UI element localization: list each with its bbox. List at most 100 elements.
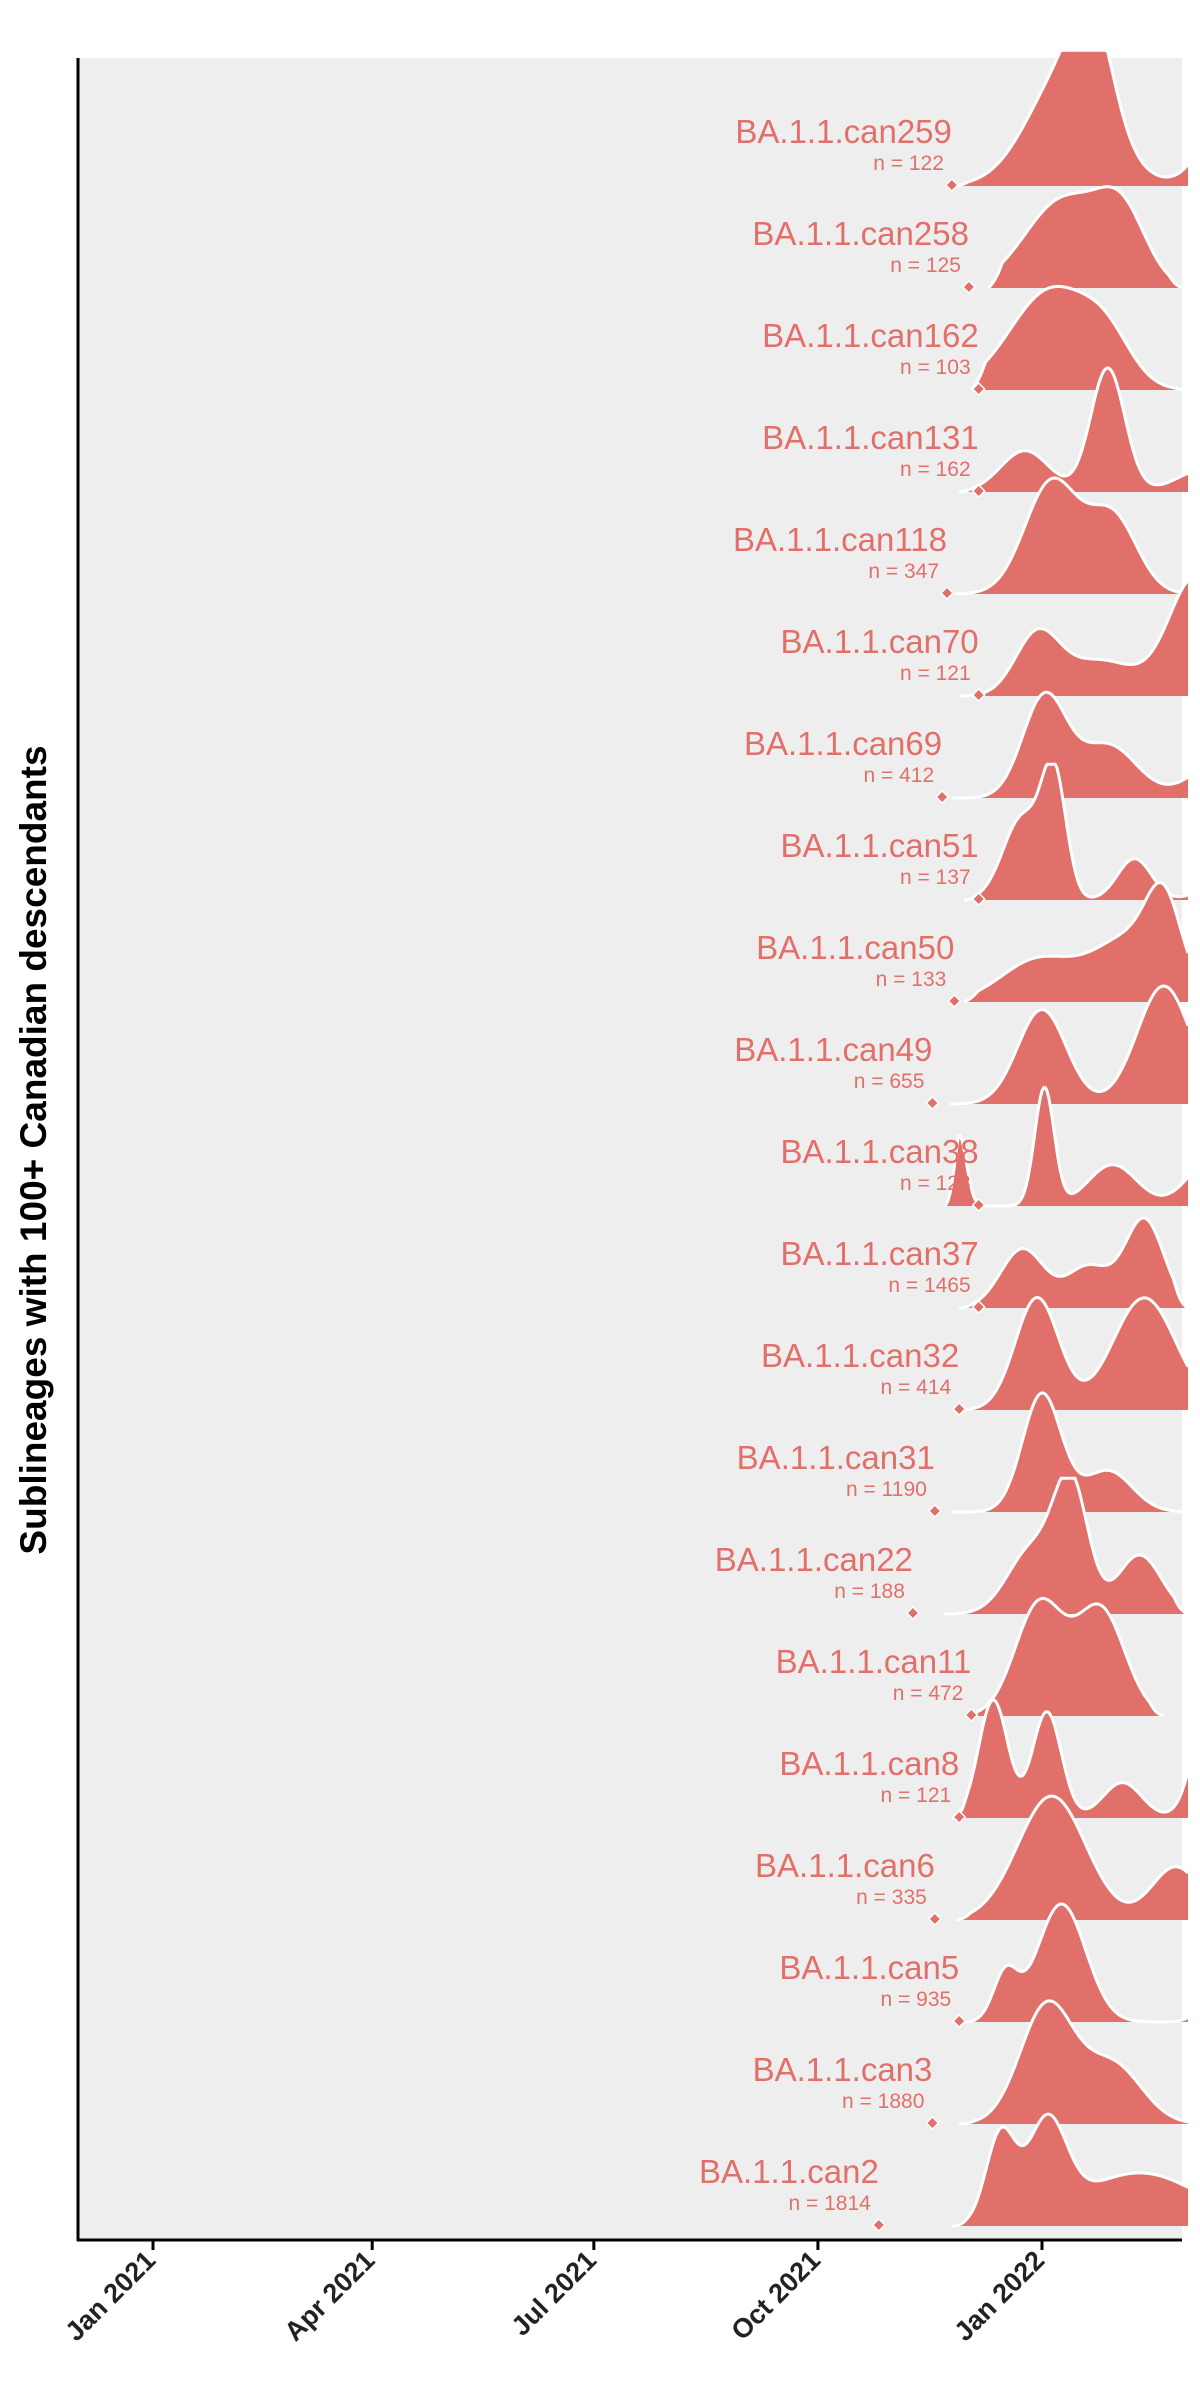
series-count-BA.1.1.can259: n = 122 bbox=[873, 152, 944, 175]
series-count-BA.1.1.can131: n = 162 bbox=[900, 458, 971, 481]
ridge-outline-BA.1.1.can49 bbox=[949, 984, 1190, 1106]
ridge-outline-BA.1.1.can259 bbox=[954, 48, 1190, 188]
ridge-outline-BA.1.1.can3 bbox=[959, 1999, 1189, 2126]
series-label-BA.1.1.can50: BA.1.1.can50 bbox=[756, 929, 954, 966]
ridge-outline-BA.1.1.can22 bbox=[944, 1476, 1189, 1616]
ridge-outline-BA.1.1.can5 bbox=[961, 1902, 1189, 2024]
ridge-outline-BA.1.1.can31 bbox=[951, 1391, 1188, 1514]
series-label-BA.1.1.can258: BA.1.1.can258 bbox=[752, 215, 969, 252]
ridge-outline-BA.1.1.can38 bbox=[943, 1086, 1190, 1208]
origin-marker-BA.1.1.can50 bbox=[947, 993, 962, 1009]
ridge-BA.1.1.can50 bbox=[964, 882, 1188, 1002]
origin-marker-BA.1.1.can162 bbox=[971, 381, 986, 397]
series-label-BA.1.1.can69: BA.1.1.can69 bbox=[744, 725, 942, 762]
ridge-BA.1.1.can32 bbox=[956, 1297, 1188, 1410]
ridge-BA.1.1.can131 bbox=[959, 367, 1188, 492]
series-count-BA.1.1.can2: n = 1814 bbox=[788, 2192, 871, 2215]
series-label-BA.1.1.can259: BA.1.1.can259 bbox=[735, 113, 952, 150]
ridge-BA.1.1.can37 bbox=[959, 1217, 1188, 1308]
series-label-BA.1.1.can49: BA.1.1.can49 bbox=[734, 1031, 932, 1068]
series-count-BA.1.1.can8: n = 121 bbox=[881, 1784, 952, 1807]
series-label-BA.1.1.can6: BA.1.1.can6 bbox=[755, 1847, 935, 1884]
origin-marker-BA.1.1.can258 bbox=[961, 279, 976, 295]
x-axis-ticks: Jan 2021 Apr 2021 Jul 2021 Oct 2021 Jan 2022 bbox=[59, 2240, 1050, 2347]
ridge-outline-BA.1.1.can258 bbox=[987, 185, 1184, 290]
origin-marker-BA.1.1.can5 bbox=[952, 2013, 967, 2029]
series-count-BA.1.1.can37: n = 1465 bbox=[888, 1274, 970, 1297]
series-label-BA.1.1.can70: BA.1.1.can70 bbox=[781, 623, 979, 660]
origin-marker-BA.1.1.can31 bbox=[927, 1503, 942, 1519]
origin-marker-BA.1.1.can51 bbox=[971, 891, 986, 907]
series-count-BA.1.1.can32: n = 414 bbox=[881, 1376, 952, 1399]
series-label-BA.1.1.can5: BA.1.1.can5 bbox=[779, 1949, 959, 1986]
series-count-BA.1.1.can51: n = 137 bbox=[900, 866, 971, 889]
origin-marker-BA.1.1.can37 bbox=[971, 1299, 986, 1315]
origin-marker-BA.1.1.can3 bbox=[925, 2115, 940, 2131]
ridge-outline-BA.1.1.can37 bbox=[959, 1216, 1189, 1310]
ridge-BA.1.1.can51 bbox=[964, 764, 1188, 900]
series-label-BA.1.1.can22: BA.1.1.can22 bbox=[715, 1541, 913, 1578]
ridge-BA.1.1.can8 bbox=[951, 1700, 1188, 1818]
ridge-outline-BA.1.1.can131 bbox=[959, 366, 1189, 494]
origin-marker-BA.1.1.can70 bbox=[971, 687, 986, 703]
ridge-BA.1.1.can11 bbox=[964, 1598, 1164, 1716]
origin-marker-BA.1.1.can131 bbox=[971, 483, 986, 499]
series-label-BA.1.1.can51: BA.1.1.can51 bbox=[781, 827, 979, 864]
x-tick-label: Oct 2021 bbox=[725, 2245, 826, 2346]
ridge-outline-BA.1.1.can162 bbox=[970, 284, 1189, 392]
ridge-BA.1.1.can49 bbox=[949, 986, 1188, 1104]
origin-marker-BA.1.1.can6 bbox=[927, 1911, 942, 1927]
ridge-BA.1.1.can6 bbox=[956, 1796, 1188, 1920]
ridge-BA.1.1.can2 bbox=[951, 2114, 1188, 2226]
series-count-BA.1.1.can6: n = 335 bbox=[856, 1886, 927, 1909]
ridge-outline-BA.1.1.can11 bbox=[963, 1596, 1165, 1718]
origin-marker-BA.1.1.can8 bbox=[952, 1809, 967, 1825]
ridge-BA.1.1.can70 bbox=[959, 580, 1188, 696]
series-label-BA.1.1.can118: BA.1.1.can118 bbox=[733, 521, 947, 558]
series-label-BA.1.1.can11: BA.1.1.can11 bbox=[776, 1643, 972, 1680]
x-tick-label: Jan 2021 bbox=[59, 2245, 161, 2347]
origin-marker-BA.1.1.can22 bbox=[905, 1605, 920, 1621]
origin-marker-BA.1.1.can32 bbox=[952, 1401, 967, 1417]
series-label-BA.1.1.can31: BA.1.1.can31 bbox=[737, 1439, 935, 1476]
ridge-outline-BA.1.1.can50 bbox=[963, 881, 1190, 1004]
series-count-BA.1.1.can11: n = 472 bbox=[893, 1682, 964, 1705]
series-label-BA.1.1.can2: BA.1.1.can2 bbox=[699, 2153, 879, 2190]
origin-marker-BA.1.1.can49 bbox=[925, 1095, 940, 1111]
series-label-BA.1.1.can3: BA.1.1.can3 bbox=[753, 2051, 933, 2088]
series-label-BA.1.1.can162: BA.1.1.can162 bbox=[762, 317, 979, 354]
ridges-layer bbox=[943, 48, 1190, 2228]
series-count-BA.1.1.can5: n = 935 bbox=[881, 1988, 952, 2011]
x-tick-label: Jan 2022 bbox=[948, 2245, 1050, 2347]
series-count-BA.1.1.can49: n = 655 bbox=[854, 1070, 925, 1093]
y-axis-title: Sublineages with 100+ Canadian descendan… bbox=[13, 745, 54, 1554]
ridge-outline-BA.1.1.can8 bbox=[951, 1698, 1190, 1820]
origin-marker-BA.1.1.can118 bbox=[939, 585, 955, 601]
series-count-BA.1.1.can69: n = 412 bbox=[863, 764, 934, 787]
origin-marker-BA.1.1.can2 bbox=[871, 2217, 886, 2233]
ridge-outline-BA.1.1.can51 bbox=[964, 762, 1189, 902]
series-count-BA.1.1.can258: n = 125 bbox=[890, 254, 961, 277]
ridge-BA.1.1.can259 bbox=[954, 50, 1188, 186]
origin-marker-BA.1.1.can38 bbox=[971, 1197, 986, 1213]
ridge-BA.1.1.can69 bbox=[951, 692, 1188, 798]
series-label-BA.1.1.can32: BA.1.1.can32 bbox=[761, 1337, 959, 1374]
series-label-BA.1.1.can38: BA.1.1.can38 bbox=[781, 1133, 979, 1170]
ridge-outline-BA.1.1.can70 bbox=[959, 579, 1190, 698]
origin-marker-BA.1.1.can259 bbox=[944, 177, 959, 193]
ridge-outline-BA.1.1.can6 bbox=[956, 1794, 1189, 1922]
series-count-BA.1.1.can22: n = 188 bbox=[834, 1580, 905, 1603]
ridge-BA.1.1.can38 bbox=[944, 1087, 1188, 1206]
origin-marker-BA.1.1.can69 bbox=[935, 789, 950, 805]
series-count-BA.1.1.can31: n = 1190 bbox=[846, 1478, 927, 1501]
ridge-BA.1.1.can258 bbox=[988, 186, 1184, 288]
series-count-BA.1.1.can162: n = 103 bbox=[900, 356, 971, 379]
series-count-BA.1.1.can50: n = 133 bbox=[876, 968, 947, 991]
ridge-outline-BA.1.1.can2 bbox=[951, 2112, 1189, 2228]
ridge-outline-BA.1.1.can69 bbox=[951, 690, 1189, 800]
ridge-BA.1.1.can118 bbox=[954, 478, 1188, 594]
ridge-outline-BA.1.1.can118 bbox=[954, 476, 1189, 596]
ridge-BA.1.1.can5 bbox=[961, 1904, 1188, 2022]
